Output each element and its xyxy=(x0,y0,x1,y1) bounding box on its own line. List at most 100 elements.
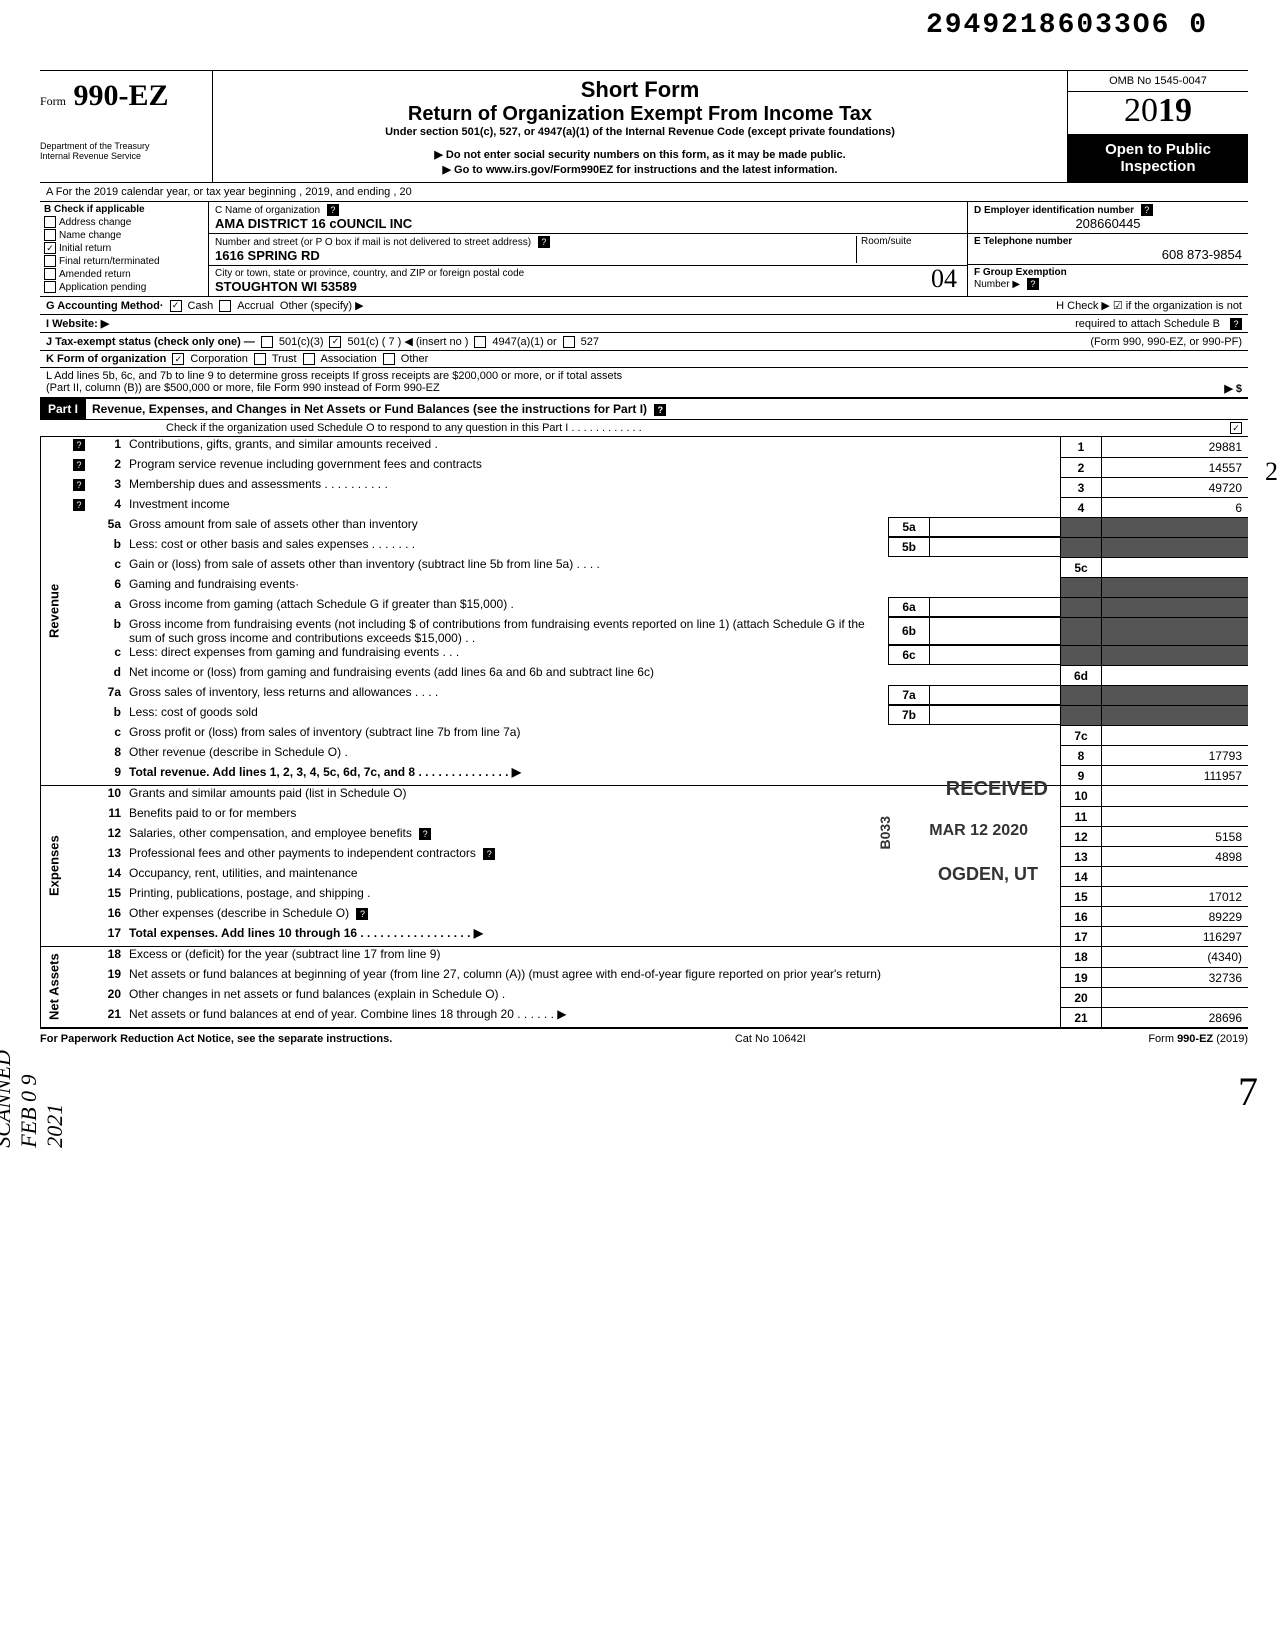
check-initial-return[interactable] xyxy=(44,242,56,254)
paperwork-notice: For Paperwork Reduction Act Notice, see … xyxy=(40,1033,392,1045)
line-number: 1 xyxy=(87,437,129,457)
line-value xyxy=(1102,557,1248,577)
ein-value: 208660445 xyxy=(974,216,1242,231)
l-line1: L Add lines 5b, 6c, and 7b to line 9 to … xyxy=(46,370,1242,382)
check-address-change[interactable] xyxy=(44,216,56,228)
help-icon: ? xyxy=(327,204,339,216)
other-label: Other (specify) ▶ xyxy=(280,299,364,312)
line-box: 5c xyxy=(1060,557,1102,577)
line-number: 12 xyxy=(87,826,129,846)
inner-line-value xyxy=(929,705,1060,725)
line-value xyxy=(1102,517,1248,537)
line-box: 16 xyxy=(1060,906,1102,926)
association-checkbox[interactable] xyxy=(303,353,315,365)
part-1-header: Part I Revenue, Expenses, and Changes in… xyxy=(40,399,1248,420)
line-desc: Total expenses. Add lines 10 through 16 … xyxy=(129,926,1060,946)
net-assets-section: Net Assets 18Excess or (deficit) for the… xyxy=(40,947,1248,1029)
line-desc: Program service revenue including govern… xyxy=(129,457,1060,477)
line-value: 14557 xyxy=(1102,457,1248,477)
line-number: 20 xyxy=(87,987,129,1007)
page-footer: For Paperwork Reduction Act Notice, see … xyxy=(40,1029,1248,1045)
line-number: b xyxy=(87,705,129,725)
help-icon: ? xyxy=(419,828,431,840)
line-box xyxy=(1060,517,1102,537)
4947-label: 4947(a)(1) or xyxy=(492,336,556,348)
help-icon: ? xyxy=(538,236,550,248)
trust-checkbox[interactable] xyxy=(254,353,266,365)
schedule-o-checkbox[interactable] xyxy=(1230,422,1242,434)
help-icon: ? xyxy=(73,439,85,451)
cat-number: Cat No 10642I xyxy=(735,1033,806,1045)
form-header: Form 990-EZ Department of the Treasury I… xyxy=(40,70,1248,183)
help-icon: ? xyxy=(73,479,85,491)
l-line2: (Part II, column (B)) are $500,000 or mo… xyxy=(46,382,440,395)
line-box: 7c xyxy=(1060,725,1102,745)
form-prefix: Form xyxy=(40,94,66,108)
4947-checkbox[interactable] xyxy=(474,336,486,348)
line-number: 21 xyxy=(87,1007,129,1027)
check-name-change[interactable] xyxy=(44,229,56,241)
part-1-title: Revenue, Expenses, and Changes in Net As… xyxy=(92,402,647,416)
501c-checkbox[interactable] xyxy=(329,336,341,348)
inner-line-box: 7a xyxy=(888,685,929,705)
line-desc: Gross income from fundraising events (no… xyxy=(129,617,888,645)
line-value: 116297 xyxy=(1102,926,1248,946)
room-suite-label: Room/suite xyxy=(861,236,912,247)
line-number: 14 xyxy=(87,866,129,886)
city-label: City or town, state or province, country… xyxy=(215,268,524,279)
line-desc: Professional fees and other payments to … xyxy=(129,846,1060,866)
under-section: Under section 501(c), 527, or 4947(a)(1)… xyxy=(223,126,1057,138)
line-desc: Gross profit or (loss) from sales of inv… xyxy=(129,725,1060,745)
scanned-stamp: SCANNED FEB 0 9 2021 xyxy=(0,1050,68,1148)
line-desc: Occupancy, rent, utilities, and maintena… xyxy=(129,866,1060,886)
line-value: 49720 xyxy=(1102,477,1248,497)
cash-label: Cash xyxy=(188,300,214,312)
inner-line-value xyxy=(929,645,1060,665)
help-icon: ? xyxy=(73,499,85,511)
tax-year: 2019 xyxy=(1068,92,1248,135)
line-box: 15 xyxy=(1060,886,1102,906)
line-value: 32736 xyxy=(1102,967,1248,987)
dept-treasury: Department of the Treasury xyxy=(40,141,200,151)
website-label: I Website: ▶ xyxy=(46,317,109,330)
inner-line-box: 5a xyxy=(888,517,929,537)
line-value: 111957 xyxy=(1102,765,1248,785)
check-amended-return[interactable] xyxy=(44,268,56,280)
check-application-pending[interactable] xyxy=(44,281,56,293)
other-checkbox[interactable] xyxy=(383,353,395,365)
inner-line-value xyxy=(929,537,1060,557)
ein-label: D Employer identification number xyxy=(974,205,1134,216)
line-number: c xyxy=(87,557,129,577)
dept-irs: Internal Revenue Service xyxy=(40,151,200,161)
501c3-label: 501(c)(3) xyxy=(279,336,324,348)
form-number-text: 990-EZ xyxy=(74,79,169,112)
h-check-label: H Check ▶ ☑ if the organization is not xyxy=(1056,300,1242,312)
line-value: 6 xyxy=(1102,497,1248,517)
goto-note: ▶ Go to www.irs.gov/Form990EZ for instru… xyxy=(223,163,1057,176)
501c3-checkbox[interactable] xyxy=(261,336,273,348)
line-value: 17012 xyxy=(1102,886,1248,906)
527-checkbox[interactable] xyxy=(563,336,575,348)
tax-exempt-row: J Tax-exempt status (check only one) — 5… xyxy=(40,333,1248,351)
line-box: 10 xyxy=(1060,786,1102,806)
line-value xyxy=(1102,705,1248,725)
schedule-o-check-row: Check if the organization used Schedule … xyxy=(40,420,1248,437)
inner-line-box: 5b xyxy=(888,537,929,557)
line-desc: Net assets or fund balances at end of ye… xyxy=(129,1007,1060,1027)
other-org-label: Other xyxy=(401,353,429,365)
check-label: Initial return xyxy=(59,243,111,254)
cash-checkbox[interactable] xyxy=(170,300,182,312)
h-line3: (Form 990, 990-EZ, or 990-PF) xyxy=(1090,336,1242,348)
check-label: Final return/terminated xyxy=(59,256,160,267)
line-desc: Net income or (loss) from gaming and fun… xyxy=(129,665,1060,685)
line-value xyxy=(1102,665,1248,685)
corporation-checkbox[interactable] xyxy=(172,353,184,365)
check-final-return/terminated[interactable] xyxy=(44,255,56,267)
line-value xyxy=(1102,685,1248,705)
part-1-label: Part I xyxy=(40,399,86,419)
group-exemption-number-label: Number ▶ xyxy=(974,279,1020,290)
line-number: 16 xyxy=(87,906,129,926)
line-desc: Benefits paid to or for members xyxy=(129,806,1060,826)
accrual-checkbox[interactable] xyxy=(219,300,231,312)
527-label: 527 xyxy=(581,336,599,348)
